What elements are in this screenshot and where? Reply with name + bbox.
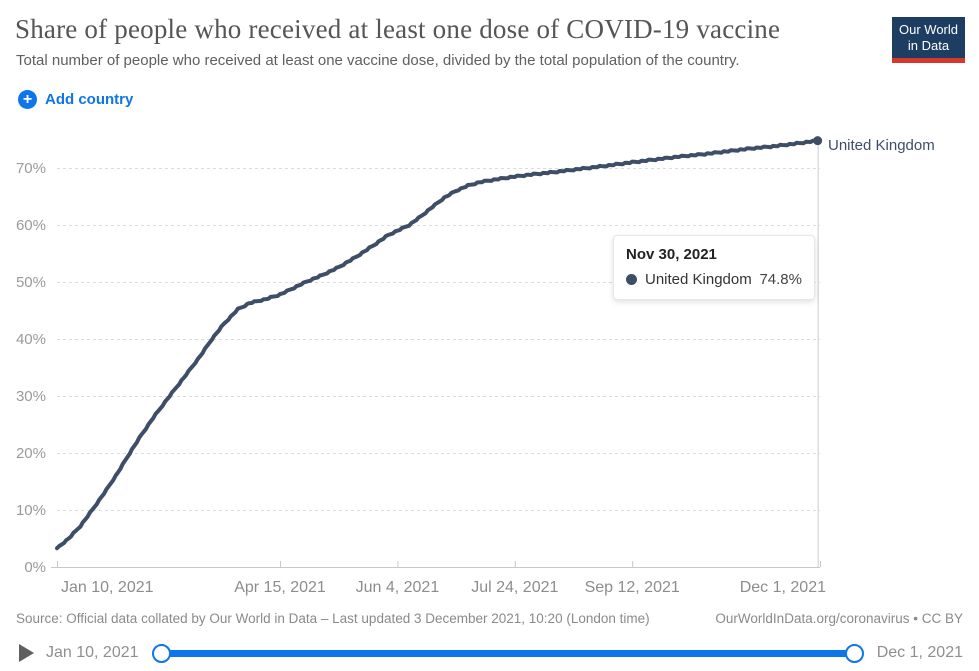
series-line-united-kingdom[interactable]	[55, 138, 820, 551]
series-dot-icon	[626, 274, 637, 285]
y-tick-label: 20%	[16, 445, 46, 462]
x-tick-label: Apr 15, 2021	[234, 579, 326, 596]
series-end-label: United Kingdom	[828, 137, 935, 154]
tooltip-date: Nov 30, 2021	[626, 246, 717, 263]
y-tick-label: 60%	[16, 217, 46, 234]
play-button[interactable]	[19, 644, 34, 662]
add-country-button[interactable]: + Add country	[18, 90, 133, 109]
timeline-start-handle[interactable]	[151, 643, 171, 663]
add-country-plus-icon: +	[18, 90, 37, 109]
x-tick-label: Jul 24, 2021	[471, 579, 558, 596]
timeline-start-label: Jan 10, 2021	[46, 644, 139, 661]
add-country-label: Add country	[45, 91, 134, 108]
tooltip-value: 74.8%	[759, 271, 802, 288]
y-tick-label: 50%	[16, 274, 46, 291]
timeline-end-handle[interactable]	[844, 643, 864, 663]
x-tick-label: Jun 4, 2021	[356, 579, 440, 596]
x-tick-label: Jan 10, 2021	[61, 579, 154, 596]
x-tick-label: Dec 1, 2021	[740, 579, 826, 596]
page-subtitle: Total number of people who received at l…	[16, 52, 740, 69]
tooltip-entity: United Kingdom	[645, 271, 752, 288]
y-tick-label: 0%	[24, 559, 46, 576]
tooltip: Nov 30, 2021 United Kingdom 74.8%	[613, 235, 815, 300]
y-tick-label: 40%	[16, 331, 46, 348]
y-tick-label: 10%	[16, 502, 46, 519]
source-note: Source: Official data collated by Our Wo…	[16, 611, 650, 626]
owid-logo-line2: in Data	[907, 38, 950, 53]
line-chart[interactable]: 0% 10% 20% 30% 40% 50% 60% 70% Jan 10, 2021 Apr 1…	[0, 0, 979, 608]
page-title: Share of people who received at least on…	[15, 14, 781, 44]
owid-logo-line1: Our World	[899, 22, 958, 37]
attribution-link[interactable]: OurWorldInData.org/coronavirus • CC BY	[715, 611, 963, 626]
x-tick-label: Sep 12, 2021	[585, 579, 680, 596]
series-endpoint-dot[interactable]	[813, 136, 823, 146]
y-tick-label: 30%	[16, 388, 46, 405]
timeline-end-label: Dec 1, 2021	[876, 644, 963, 661]
timeline-track[interactable]	[159, 649, 856, 657]
timeline: Jan 10, 2021 Dec 1, 2021	[16, 639, 963, 667]
y-tick-label: 70%	[16, 160, 46, 177]
owid-logo[interactable]: Our World in Data	[892, 17, 965, 63]
